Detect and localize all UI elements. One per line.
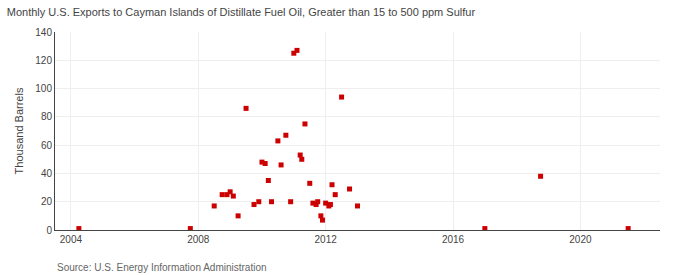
svg-text:2012: 2012 (315, 234, 338, 245)
svg-text:Source: U.S. Energy Informatio: Source: U.S. Energy Information Administ… (57, 262, 267, 273)
svg-text:100: 100 (35, 83, 52, 94)
svg-text:2008: 2008 (187, 234, 210, 245)
svg-text:140: 140 (35, 27, 52, 38)
svg-text:40: 40 (41, 168, 53, 179)
svg-text:20: 20 (41, 196, 53, 207)
svg-text:120: 120 (35, 55, 52, 66)
svg-text:80: 80 (41, 111, 53, 122)
svg-text:2016: 2016 (442, 234, 465, 245)
svg-text:Thousand Barrels: Thousand Barrels (13, 87, 25, 174)
svg-text:0: 0 (46, 225, 52, 236)
svg-text:60: 60 (41, 140, 53, 151)
svg-text:2004: 2004 (60, 234, 83, 245)
svg-text:Monthly U.S. Exports to Cayman: Monthly U.S. Exports to Cayman Islands o… (7, 6, 476, 18)
svg-text:2020: 2020 (569, 234, 592, 245)
